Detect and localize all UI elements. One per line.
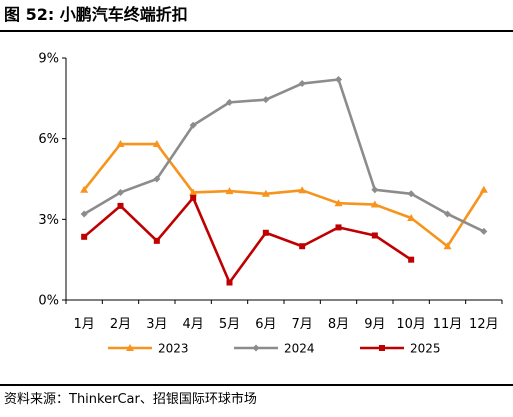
- legend: 2023 2024 2025: [108, 342, 441, 356]
- data-point: [117, 202, 124, 209]
- data-point: [261, 189, 270, 197]
- series-line: [83, 196, 412, 284]
- x-tick-label: 11月: [433, 317, 463, 332]
- x-tick-label: 1月: [74, 317, 95, 332]
- data-point: [408, 256, 415, 263]
- data-point: [262, 96, 270, 104]
- legend-label: 2023: [158, 342, 189, 356]
- data-point: [335, 224, 342, 231]
- x-axis: 1月 2月 3月 4月 5月 6月 7月 8月 9月 10月 11月 12月: [65, 299, 503, 332]
- data-point: [153, 237, 160, 244]
- y-tick-label: 3%: [38, 213, 59, 228]
- data-point: [443, 242, 452, 250]
- legend-marker: [379, 345, 385, 351]
- data-point: [80, 185, 89, 193]
- x-tick-label: 3月: [146, 317, 167, 332]
- legend-label: 2025: [410, 342, 441, 356]
- data-point: [117, 188, 124, 196]
- x-tick-label: 7月: [292, 317, 313, 332]
- series-line: [83, 78, 485, 233]
- x-tick-label: 2月: [110, 317, 131, 332]
- figure-title: 图 52: 小鹏汽车终端折扣: [4, 5, 188, 24]
- chart: 0% 3% 6% 9% 1月 2月 3月 4月 5月 6月 7月 8月 9月 10月 11月 12月 202…: [38, 52, 503, 356]
- data-point: [81, 233, 88, 240]
- data-point: [371, 186, 379, 194]
- series-layer: [80, 76, 488, 286]
- data-point: [226, 279, 233, 286]
- data-point: [189, 188, 198, 196]
- series-2025: [81, 194, 415, 286]
- data-point: [407, 213, 416, 221]
- legend-item: 2023: [108, 342, 189, 356]
- data-point: [371, 232, 378, 239]
- data-point: [262, 229, 269, 236]
- data-point: [152, 140, 161, 148]
- title-rule: [0, 30, 513, 32]
- y-tick-label: 0%: [38, 294, 59, 309]
- data-point: [444, 210, 451, 218]
- legend-marker: [252, 344, 260, 352]
- data-point: [153, 175, 161, 183]
- source-note: 资料来源：ThinkerCar、招银国际环球市场: [4, 392, 257, 407]
- y-tick-label: 9%: [38, 52, 59, 67]
- y-tick-label: 6%: [38, 132, 59, 147]
- legend-label: 2024: [284, 342, 315, 356]
- x-tick-label: 12月: [469, 317, 499, 332]
- legend-item: 2025: [360, 342, 441, 356]
- data-point: [298, 80, 306, 88]
- data-point: [480, 227, 488, 235]
- series-line: [83, 142, 485, 248]
- y-axis: 0% 3% 6% 9%: [38, 52, 67, 309]
- data-point: [225, 187, 234, 195]
- x-tick-label: 8月: [328, 317, 349, 332]
- data-point: [116, 140, 125, 148]
- data-point: [80, 210, 88, 218]
- legend-marker: [126, 344, 134, 351]
- data-point: [407, 190, 415, 198]
- data-point: [190, 194, 197, 201]
- data-point: [479, 185, 488, 193]
- series-2023: [80, 140, 488, 250]
- source-rule: [0, 384, 513, 386]
- data-point: [298, 186, 307, 194]
- data-point: [299, 243, 306, 250]
- data-point: [189, 121, 197, 129]
- legend-item: 2024: [234, 342, 315, 356]
- x-tick-label: 10月: [396, 317, 426, 332]
- data-point: [334, 199, 343, 207]
- data-point: [226, 98, 233, 106]
- x-tick-label: 6月: [255, 317, 276, 332]
- series-2024: [80, 76, 488, 235]
- data-point: [335, 76, 342, 84]
- x-tick-label: 4月: [183, 317, 204, 332]
- data-point: [370, 200, 379, 208]
- x-tick-label: 9月: [364, 317, 385, 332]
- x-tick-label: 5月: [219, 317, 240, 332]
